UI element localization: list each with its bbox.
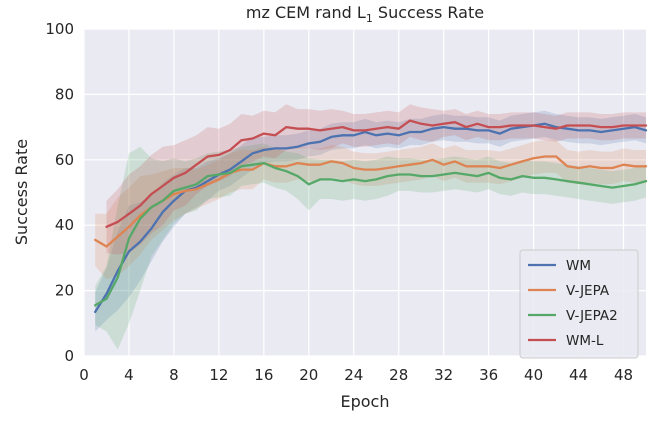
y-tick-label: 60 xyxy=(55,151,74,169)
x-tick-label: 40 xyxy=(524,366,543,384)
series-line xyxy=(94,155,648,248)
confidence-band xyxy=(95,110,646,332)
x-tick-label: 36 xyxy=(479,366,498,384)
series-line xyxy=(94,161,648,307)
series-lines xyxy=(94,119,648,314)
legend: WM V-JEPA V-JEPA2 WM-L xyxy=(519,249,639,359)
x-tick-label: 0 xyxy=(79,366,89,384)
confidence-band xyxy=(95,140,646,280)
y-tick-label: 40 xyxy=(55,216,74,234)
y-tick-label: 20 xyxy=(55,282,74,300)
y-tick-label: 80 xyxy=(55,85,74,103)
y-axis-label: Success Rate xyxy=(12,139,31,245)
chart-title: mz CEM rand L1 Success Rate xyxy=(246,3,484,25)
series-line xyxy=(105,119,648,228)
y-tick-label: 100 xyxy=(45,20,74,38)
legend-box xyxy=(519,249,639,359)
x-tick-label: 8 xyxy=(169,366,179,384)
legend-label: V-JEPA xyxy=(566,283,610,299)
x-tick-labels: 0 4 8 12 16 20 24 28 32 36 40 44 48 xyxy=(79,366,633,384)
x-tick-label: 4 xyxy=(124,366,134,384)
x-axis-label: Epoch xyxy=(341,392,390,411)
x-tick-label: 12 xyxy=(209,366,228,384)
x-tick-label: 24 xyxy=(344,366,363,384)
legend-label: V-JEPA2 xyxy=(566,308,618,324)
x-tick-label: 32 xyxy=(434,366,453,384)
y-tick-label: 0 xyxy=(64,347,74,365)
confidence-band xyxy=(106,104,646,255)
y-tick-labels: 0 20 40 60 80 100 xyxy=(45,20,74,365)
x-tick-label: 28 xyxy=(389,366,408,384)
x-tick-label: 16 xyxy=(254,366,273,384)
x-tick-label: 44 xyxy=(569,366,588,384)
x-tick-label: 20 xyxy=(299,366,318,384)
confidence-bands xyxy=(95,104,646,350)
x-tick-label: 48 xyxy=(614,366,633,384)
legend-label: WM-L xyxy=(566,333,604,349)
legend-label: WM xyxy=(566,258,591,274)
confidence-band xyxy=(95,143,646,350)
